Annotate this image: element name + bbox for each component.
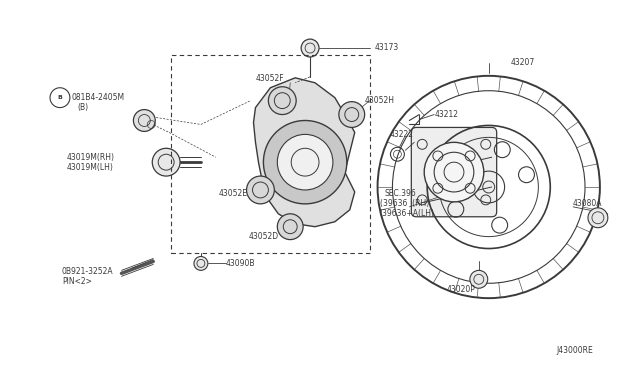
Text: SEC.396: SEC.396	[385, 189, 416, 198]
FancyBboxPatch shape	[412, 128, 497, 217]
Circle shape	[339, 102, 365, 128]
Circle shape	[246, 176, 275, 204]
Text: 43052F: 43052F	[255, 74, 284, 83]
Text: 081B4-2405M: 081B4-2405M	[72, 93, 125, 102]
Text: 43080A: 43080A	[573, 199, 603, 208]
Circle shape	[470, 270, 488, 288]
Circle shape	[301, 39, 319, 57]
Text: 43052D: 43052D	[248, 232, 278, 241]
Polygon shape	[253, 78, 355, 227]
Text: 43090B: 43090B	[226, 259, 255, 268]
Circle shape	[152, 148, 180, 176]
Circle shape	[50, 88, 70, 108]
Text: 43052H: 43052H	[365, 96, 395, 105]
Text: 43222: 43222	[390, 130, 413, 139]
Circle shape	[268, 87, 296, 115]
Circle shape	[264, 121, 347, 204]
Circle shape	[588, 208, 608, 228]
Text: 43212: 43212	[434, 110, 458, 119]
Text: 43173: 43173	[374, 42, 399, 52]
Circle shape	[194, 256, 208, 270]
Circle shape	[133, 110, 156, 131]
Circle shape	[277, 214, 303, 240]
Text: 43207: 43207	[511, 58, 535, 67]
Text: (39636+A(LH): (39636+A(LH)	[380, 209, 435, 218]
Text: J43000RE: J43000RE	[556, 346, 593, 355]
Text: 43052E: 43052E	[219, 189, 248, 198]
Circle shape	[424, 142, 484, 202]
Text: PIN<2>: PIN<2>	[62, 277, 92, 286]
Circle shape	[277, 134, 333, 190]
Text: 43019M(LH): 43019M(LH)	[67, 163, 114, 171]
Text: 43020P: 43020P	[447, 285, 476, 294]
Text: B: B	[58, 95, 62, 100]
Bar	[171, 55, 370, 253]
Text: (39636  (RH): (39636 (RH)	[380, 199, 429, 208]
Text: (B): (B)	[78, 103, 89, 112]
Text: 0B921-3252A: 0B921-3252A	[62, 267, 113, 276]
Text: 43019M(RH): 43019M(RH)	[67, 153, 115, 162]
